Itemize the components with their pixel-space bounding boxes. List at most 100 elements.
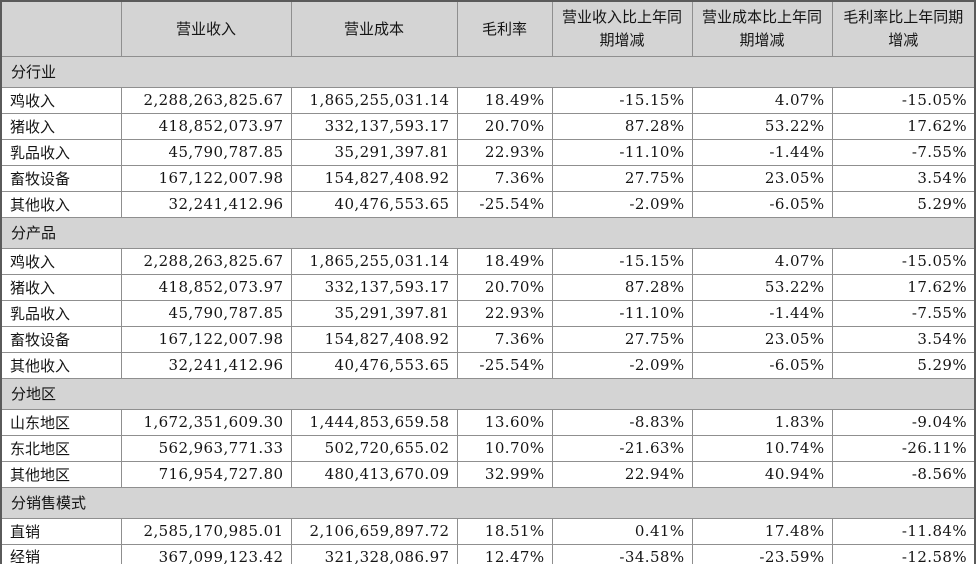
- value-cell: 53.22%: [691, 273, 833, 301]
- value-cell: 562,963,771.33: [120, 434, 292, 462]
- value-cell: 332,137,593.17: [290, 112, 458, 140]
- value-cell: 167,122,007.98: [120, 164, 292, 192]
- value-cell: -11.84%: [831, 517, 976, 545]
- value-cell: 17.62%: [831, 112, 976, 140]
- value-cell: -23.59%: [691, 543, 833, 564]
- value-cell: 5.29%: [831, 351, 976, 379]
- value-cell: 0.41%: [551, 517, 693, 545]
- row-label-cell: 猪收入: [0, 112, 122, 140]
- value-cell: 332,137,593.17: [290, 273, 458, 301]
- value-cell: 4.07%: [691, 247, 833, 275]
- value-cell: 1,865,255,031.14: [290, 86, 458, 114]
- value-cell: 27.75%: [551, 164, 693, 192]
- section-band-label: 分地区: [0, 377, 976, 410]
- table-row: 鸡收入 2,288,263,825.67 1,865,255,031.14 18.49…: [0, 247, 976, 275]
- section-band-row: 分产品: [0, 216, 976, 249]
- value-cell: 45,790,787.85: [120, 299, 292, 327]
- value-cell: 87.28%: [551, 112, 693, 140]
- value-cell: -15.05%: [831, 247, 976, 275]
- value-cell: 1.83%: [691, 408, 833, 436]
- value-cell: 27.75%: [551, 325, 693, 353]
- section-band-row: 分地区: [0, 377, 976, 410]
- table-row: 经销 367,099,123.42 321,328,086.97 12.47% -34.…: [0, 543, 976, 564]
- table-row: 山东地区 1,672,351,609.30 1,444,853,659.58 13.6…: [0, 408, 976, 436]
- value-cell: 716,954,727.80: [120, 460, 292, 488]
- table-row: 东北地区 562,963,771.33 502,720,655.02 10.70% -2…: [0, 434, 976, 462]
- value-cell: 3.54%: [831, 164, 976, 192]
- value-cell: 23.05%: [691, 164, 833, 192]
- value-cell: 418,852,073.97: [120, 112, 292, 140]
- value-cell: -34.58%: [551, 543, 693, 564]
- row-label-cell: 畜牧设备: [0, 325, 122, 353]
- row-label-cell: 直销: [0, 517, 122, 545]
- value-cell: -8.83%: [551, 408, 693, 436]
- header-row: 营业收入 营业成本 毛利率 营业收入比上年同期增减 营业成本比上年同期增减 毛利率比上年同…: [0, 0, 976, 57]
- value-cell: 154,827,408.92: [290, 325, 458, 353]
- row-label-cell: 东北地区: [0, 434, 122, 462]
- value-cell: 12.47%: [456, 543, 553, 564]
- value-cell: -26.11%: [831, 434, 976, 462]
- value-cell: 22.94%: [551, 460, 693, 488]
- value-cell: 20.70%: [456, 273, 553, 301]
- value-cell: 13.60%: [456, 408, 553, 436]
- value-cell: 22.93%: [456, 138, 553, 166]
- value-cell: 23.05%: [691, 325, 833, 353]
- value-cell: 1,672,351,609.30: [120, 408, 292, 436]
- value-cell: 40.94%: [691, 460, 833, 488]
- value-cell: 3.54%: [831, 325, 976, 353]
- value-cell: 480,413,670.09: [290, 460, 458, 488]
- table-row: 畜牧设备 167,122,007.98 154,827,408.92 7.36% 27.…: [0, 325, 976, 353]
- value-cell: -8.56%: [831, 460, 976, 488]
- value-cell: -1.44%: [691, 138, 833, 166]
- row-label-cell: 其他收入: [0, 351, 122, 379]
- value-cell: -12.58%: [831, 543, 976, 564]
- value-cell: -11.10%: [551, 138, 693, 166]
- value-cell: 17.62%: [831, 273, 976, 301]
- value-cell: 5.29%: [831, 190, 976, 218]
- row-label-cell: 鸡收入: [0, 86, 122, 114]
- value-cell: 20.70%: [456, 112, 553, 140]
- table-row: 乳品收入 45,790,787.85 35,291,397.81 22.93% -11.…: [0, 299, 976, 327]
- table-row: 直销 2,585,170,985.01 2,106,659,897.72 18.51%…: [0, 517, 976, 545]
- value-cell: 10.74%: [691, 434, 833, 462]
- value-cell: 167,122,007.98: [120, 325, 292, 353]
- table-body: 分行业 鸡收入 2,288,263,825.67 1,865,255,031.14 18…: [0, 55, 976, 564]
- value-cell: 2,288,263,825.67: [120, 86, 292, 114]
- row-label-cell: 经销: [0, 543, 122, 564]
- table-row: 猪收入 418,852,073.97 332,137,593.17 20.70% 87.…: [0, 112, 976, 140]
- value-cell: -7.55%: [831, 138, 976, 166]
- table-row: 乳品收入 45,790,787.85 35,291,397.81 22.93% -11.…: [0, 138, 976, 166]
- value-cell: 2,106,659,897.72: [290, 517, 458, 545]
- value-cell: 367,099,123.42: [120, 543, 292, 564]
- section-band-label: 分行业: [0, 55, 976, 88]
- value-cell: 418,852,073.97: [120, 273, 292, 301]
- value-cell: -9.04%: [831, 408, 976, 436]
- row-label-cell: 畜牧设备: [0, 164, 122, 192]
- value-cell: 154,827,408.92: [290, 164, 458, 192]
- value-cell: -6.05%: [691, 351, 833, 379]
- value-cell: 1,865,255,031.14: [290, 247, 458, 275]
- value-cell: 502,720,655.02: [290, 434, 458, 462]
- table-row: 其他收入 32,241,412.96 40,476,553.65 -25.54% -2.…: [0, 190, 976, 218]
- value-cell: 2,585,170,985.01: [120, 517, 292, 545]
- table-row: 鸡收入 2,288,263,825.67 1,865,255,031.14 18.49…: [0, 86, 976, 114]
- header-cell: 营业成本: [290, 0, 458, 57]
- value-cell: 10.70%: [456, 434, 553, 462]
- header-cell: 毛利率比上年同期增减: [831, 0, 976, 57]
- section-band-label: 分销售模式: [0, 486, 976, 519]
- value-cell: 40,476,553.65: [290, 351, 458, 379]
- value-cell: -25.54%: [456, 190, 553, 218]
- row-label-cell: 鸡收入: [0, 247, 122, 275]
- table-row: 其他收入 32,241,412.96 40,476,553.65 -25.54% -2.…: [0, 351, 976, 379]
- section-band-row: 分销售模式: [0, 486, 976, 519]
- value-cell: -1.44%: [691, 299, 833, 327]
- value-cell: -15.15%: [551, 86, 693, 114]
- value-cell: 35,291,397.81: [290, 138, 458, 166]
- value-cell: -7.55%: [831, 299, 976, 327]
- value-cell: -6.05%: [691, 190, 833, 218]
- value-cell: 35,291,397.81: [290, 299, 458, 327]
- value-cell: 32,241,412.96: [120, 351, 292, 379]
- section-band-label: 分产品: [0, 216, 976, 249]
- value-cell: -2.09%: [551, 351, 693, 379]
